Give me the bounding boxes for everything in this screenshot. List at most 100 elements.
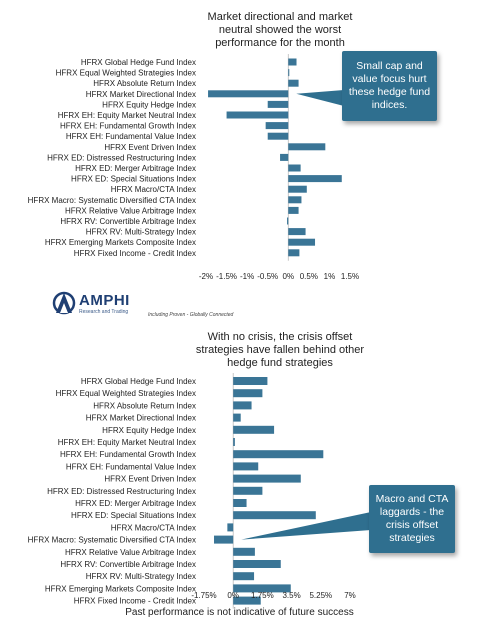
tick-label: 7%	[344, 591, 356, 600]
category-label: HFRX ED: Distressed Restructuring Index	[47, 487, 196, 496]
category-label: HFRX Fixed Income - Credit Index	[74, 597, 196, 606]
bar	[214, 535, 234, 544]
bar	[288, 196, 302, 204]
category-label: HFRX RV: Convertible Arbitrage Index	[60, 217, 196, 226]
tick-label: 0%	[227, 591, 239, 600]
category-label: HFRX ED: Merger Arbitrage Index	[75, 499, 196, 508]
logo-subtitle: Research and Trading	[79, 309, 129, 315]
bar	[233, 547, 255, 556]
category-label: HFRX EH: Equity Market Neutral Index	[58, 438, 196, 447]
callout-pointer	[241, 512, 371, 540]
tick-label: 5.25%	[309, 591, 332, 600]
bar	[287, 217, 289, 225]
category-label: HFRX Macro: Systematic Diversified CTA I…	[28, 536, 196, 545]
bar	[233, 401, 252, 410]
category-label: HFRX ED: Merger Arbitrage Index	[75, 164, 196, 173]
category-label: HFRX Absolute Return Index	[93, 401, 196, 410]
category-label: HFRX ED: Special Situations Index	[71, 511, 196, 520]
bar	[233, 425, 275, 434]
bar	[233, 499, 247, 507]
category-label: HFRX Event Driven Index	[104, 475, 196, 484]
tick-label: -1.75%	[191, 591, 216, 600]
category-label: HFRX RV: Multi-Strategy Index	[86, 572, 196, 581]
tick-label: -1%	[240, 272, 254, 281]
footer-disclaimer: Past performance is not indicative of fu…	[125, 607, 354, 618]
chart2-callout: Macro and CTA laggards - the crisis offs…	[369, 485, 455, 553]
tick-label: 3.5%	[282, 591, 300, 600]
category-label: HFRX Emerging Markets Composite Index	[45, 238, 196, 247]
bar	[288, 175, 342, 183]
bar	[288, 143, 326, 151]
category-label: HFRX Global Hedge Fund Index	[81, 377, 196, 386]
category-label: HFRX Event Driven Index	[104, 143, 196, 152]
category-label: HFRX Macro/CTA Index	[111, 523, 196, 532]
bar	[233, 450, 324, 459]
bar	[233, 584, 291, 593]
tick-label: 0%	[283, 272, 295, 281]
category-label: HFRX Absolute Return Index	[93, 79, 196, 88]
category-label: HFRX Emerging Markets Composite Index	[45, 584, 196, 593]
chart2-plot: HFRX Global Hedge Fund Index HFRX Equal W…	[28, 373, 371, 609]
bar	[233, 474, 301, 483]
tick-label: 0.5%	[300, 272, 318, 281]
category-label: HFRX EH: Fundamental Growth Index	[60, 122, 196, 131]
bar	[288, 206, 299, 214]
bar	[288, 249, 300, 257]
bar	[233, 511, 316, 520]
category-label: HFRX Relative Value Arbitrage Index	[65, 548, 196, 557]
bar	[233, 572, 255, 581]
tick-label: -0.5%	[257, 272, 278, 281]
chart1-title: Market directional and market neutral sh…	[207, 11, 353, 49]
bar	[233, 596, 261, 605]
bar	[208, 90, 289, 98]
category-label: HFRX Equal Weighted Strategies Index	[56, 69, 196, 78]
chart1-callout: Small cap and value focus hurt these hed…	[342, 51, 437, 121]
bar	[233, 486, 263, 495]
category-label: HFRX EH: Equity Market Neutral Index	[58, 111, 196, 120]
bar	[267, 132, 289, 140]
category-label: HFRX EH: Fundamental Value Index	[66, 132, 196, 141]
bar	[265, 122, 289, 130]
tick-label: -2%	[199, 272, 213, 281]
category-label: HFRX ED: Distressed Restructuring Index	[47, 153, 196, 162]
category-label: HFRX Equity Hedge Index	[102, 426, 196, 435]
chart2-title: With no crisis, the crisis offset strate…	[195, 331, 365, 369]
category-label: HFRX Market Directional Index	[86, 90, 196, 99]
bar	[233, 389, 263, 398]
category-label: HFRX EH: Fundamental Growth Index	[60, 450, 196, 459]
category-label: HFRX RV: Convertible Arbitrage Index	[60, 560, 196, 569]
amphi-logo-icon	[52, 291, 76, 315]
tick-label: 1.75%	[251, 591, 274, 600]
tick-label: 1.5%	[341, 272, 359, 281]
bar	[288, 79, 299, 87]
bar	[233, 413, 241, 422]
tagline: Including Proven - Globally Connected	[148, 312, 234, 318]
callout-pointer	[296, 90, 344, 106]
bar	[226, 111, 289, 119]
bar	[288, 228, 306, 236]
tick-label: -1.5%	[216, 272, 237, 281]
category-label: HFRX Macro: Systematic Diversified CTA I…	[28, 196, 196, 205]
bar	[267, 100, 289, 108]
category-label: HFRX Market Directional Index	[86, 414, 196, 423]
bar	[233, 560, 281, 568]
bar	[288, 69, 290, 77]
bar	[288, 238, 316, 246]
category-label: HFRX EH: Fundamental Value Index	[66, 462, 196, 471]
category-label: HFRX Global Hedge Fund Index	[81, 58, 196, 67]
tick-label: 1%	[324, 272, 336, 281]
bar	[288, 164, 301, 172]
bar	[233, 377, 268, 385]
chart1-plot: HFRX Global Hedge Fund Index HFRX Equal W…	[28, 54, 359, 281]
bar	[233, 438, 235, 446]
category-label: HFRX Relative Value Arbitrage Index	[65, 206, 196, 215]
category-label: HFRX Equal Weighted Strategies Index	[56, 389, 196, 398]
bar	[288, 185, 307, 193]
category-label: HFRX RV: Multi-Strategy Index	[86, 228, 196, 237]
bar	[227, 523, 234, 532]
logo-name: AMPHI	[79, 292, 130, 309]
bar	[233, 462, 259, 471]
category-label: HFRX Equity Hedge Index	[102, 100, 196, 109]
bar	[288, 58, 297, 66]
category-label: HFRX Macro/CTA Index	[111, 185, 196, 194]
